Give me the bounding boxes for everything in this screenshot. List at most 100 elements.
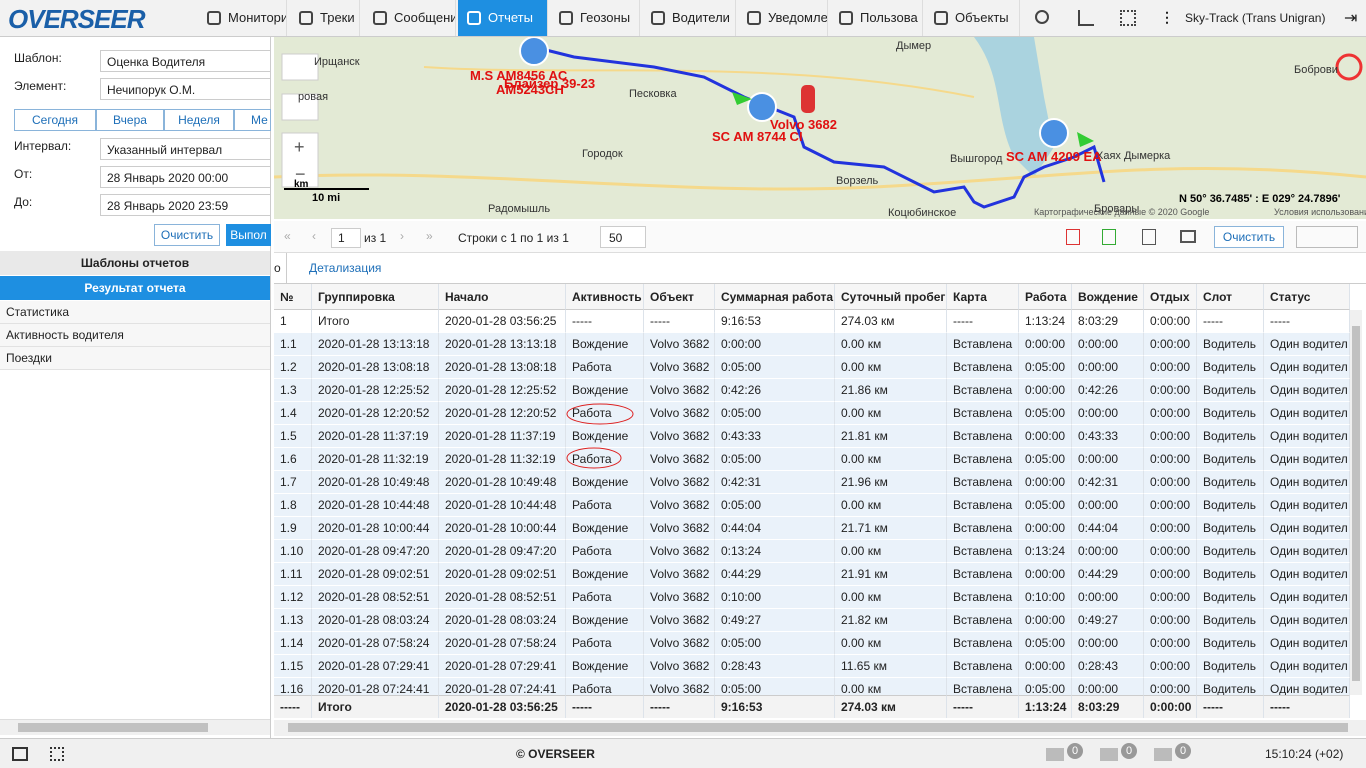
table-cell: 1.5 — [274, 425, 312, 448]
pager-next[interactable]: › — [400, 229, 404, 243]
search-icon[interactable] — [1035, 10, 1049, 24]
period-button[interactable]: Неделя — [164, 109, 234, 131]
notif-icon[interactable] — [1046, 748, 1064, 761]
h-scrollbar[interactable] — [274, 720, 1366, 736]
table-cell: Водитель — [1197, 333, 1264, 356]
tab[interactable]: Детализация — [286, 253, 398, 283]
column-header[interactable]: Суточный пробег — [835, 284, 947, 310]
table-cell: Работа — [566, 540, 644, 563]
template-select[interactable]: Оценка Водителя — [100, 50, 271, 72]
h-scrollbar[interactable] — [0, 719, 270, 735]
tab[interactable]: о — [274, 261, 281, 275]
period-button[interactable]: Ме — [234, 109, 271, 131]
result-item[interactable]: Поездки — [0, 347, 270, 370]
table-cell: 0:00:00 — [1144, 448, 1197, 471]
v-scrollbar[interactable] — [1350, 310, 1362, 695]
column-header[interactable]: Группировка — [312, 284, 439, 310]
footer-cell: Итого — [312, 695, 439, 718]
label: До: — [14, 195, 32, 209]
section-title[interactable]: Шаблоны отчетов — [0, 251, 270, 275]
panel-toggle[interactable] — [12, 747, 28, 761]
nav-item[interactable]: Водители — [642, 0, 736, 36]
column-header[interactable]: Активность — [566, 284, 644, 310]
table-cell: 0:00:00 — [1144, 586, 1197, 609]
ruler-icon[interactable] — [1078, 10, 1094, 26]
column-header[interactable]: Начало — [439, 284, 566, 310]
column-header[interactable]: Суммарная работа — [715, 284, 835, 310]
nav-item[interactable]: Сообщени — [364, 0, 456, 36]
table-cell: 2020-01-28 10:00:44 — [312, 517, 439, 540]
column-header[interactable]: Отдых — [1144, 284, 1197, 310]
column-header[interactable]: Слот — [1197, 284, 1264, 310]
column-header[interactable]: № — [274, 284, 312, 310]
excel-icon[interactable] — [1102, 229, 1116, 245]
table-cell: Работа — [566, 448, 644, 471]
period-button[interactable]: Вчера — [96, 109, 164, 131]
footer-cell: 8:03:29 — [1072, 695, 1144, 718]
column-header[interactable]: Работа — [1019, 284, 1072, 310]
nav-item[interactable]: Пользова — [830, 0, 923, 36]
table-cell: 0:49:27 — [715, 609, 835, 632]
table-cell: Вождение — [566, 655, 644, 678]
section-title[interactable]: Результат отчета — [0, 276, 270, 300]
interval-select[interactable]: Указанный интервал — [100, 138, 271, 160]
page-input[interactable]: 1 — [331, 228, 361, 248]
grid-toggle[interactable] — [50, 747, 64, 761]
pager-prev[interactable]: ‹ — [312, 229, 316, 243]
menu-icon[interactable]: ⋮ — [1160, 9, 1174, 26]
table-cell: 2020-01-28 08:52:51 — [439, 586, 566, 609]
table-cell: Водитель — [1197, 609, 1264, 632]
logo[interactable]: OVERSEER — [8, 4, 145, 35]
export-icon[interactable] — [1142, 229, 1156, 245]
table-cell: Водитель — [1197, 517, 1264, 540]
result-item[interactable]: Активность водителя — [0, 324, 270, 347]
coords: N 50° 36.7485' : E 029° 24.7896' — [1179, 193, 1341, 205]
nav-item[interactable]: Уведомле — [738, 0, 828, 36]
nav-item[interactable]: Геозоны — [550, 0, 640, 36]
run-button[interactable]: Выпол — [226, 224, 271, 246]
table-cell: 0:10:00 — [715, 586, 835, 609]
clear-button[interactable]: Очистить — [154, 224, 220, 246]
result-item[interactable]: Статистика — [0, 301, 270, 324]
clear-button[interactable]: Очистить — [1214, 226, 1284, 248]
layout-switch[interactable] — [1296, 226, 1358, 248]
notif-icon[interactable] — [1154, 748, 1172, 761]
table-cell: Вставлена — [947, 333, 1019, 356]
tabs: о Детализация — [274, 253, 1366, 284]
nav-item[interactable]: Монитори — [198, 0, 287, 36]
column-header[interactable]: Статус — [1264, 284, 1350, 310]
table-cell: 0:28:43 — [715, 655, 835, 678]
grid-icon[interactable] — [1120, 10, 1136, 26]
nav-item[interactable]: Треки — [290, 0, 360, 36]
table-cell: 0.00 км — [835, 494, 947, 517]
from-input[interactable]: 28 Январь 2020 00:00 — [100, 166, 271, 188]
notif-icon[interactable] — [1100, 748, 1118, 761]
per-page-select[interactable]: 50 — [600, 226, 646, 248]
element-select[interactable]: Нечипорук О.М. — [100, 78, 271, 100]
table-cell: Вождение — [566, 333, 644, 356]
pdf-icon[interactable] — [1066, 229, 1080, 245]
table-cell: 0:00:00 — [1144, 540, 1197, 563]
table-cell: Один водител — [1264, 494, 1350, 517]
map[interactable]: +− ИрщанскДымерПесковкаГородокВорзельВыш… — [274, 37, 1366, 219]
nav-item[interactable]: Объекты — [925, 0, 1020, 36]
table-cell: Вождение — [566, 379, 644, 402]
table-cell: 2020-01-28 12:25:52 — [312, 379, 439, 402]
table-cell: Один водител — [1264, 517, 1350, 540]
period-button[interactable]: Сегодня — [14, 109, 96, 131]
pager-last[interactable]: » — [426, 229, 433, 243]
print-icon[interactable] — [1180, 230, 1196, 243]
account[interactable]: Sky-Track (Trans Unigran) — [1185, 11, 1325, 25]
table-cell: 0.00 км — [835, 333, 947, 356]
table-cell: 0:05:00 — [715, 402, 835, 425]
to-input[interactable]: 28 Январь 2020 23:59 — [100, 194, 271, 216]
pager-first[interactable]: « — [284, 229, 291, 243]
column-header[interactable]: Карта — [947, 284, 1019, 310]
column-header[interactable]: Вождение — [1072, 284, 1144, 310]
column-header[interactable]: Объект — [644, 284, 715, 310]
table-cell: 0:00:00 — [1072, 356, 1144, 379]
table-cell: 1 — [274, 310, 312, 333]
nav-item[interactable]: Отчеты — [458, 0, 548, 36]
logout[interactable]: ⇥ — [1344, 8, 1357, 28]
table-cell: 2020-01-28 08:03:24 — [439, 609, 566, 632]
